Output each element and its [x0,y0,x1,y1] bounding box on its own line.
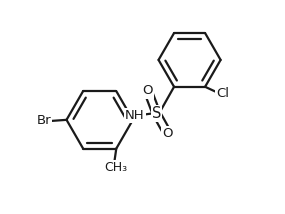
Text: CH₃: CH₃ [104,162,127,174]
Text: NH: NH [125,109,145,122]
Text: S: S [152,106,161,121]
Text: Cl: Cl [216,87,229,100]
Text: O: O [142,85,153,97]
Text: O: O [162,127,173,140]
Text: Br: Br [37,114,51,127]
